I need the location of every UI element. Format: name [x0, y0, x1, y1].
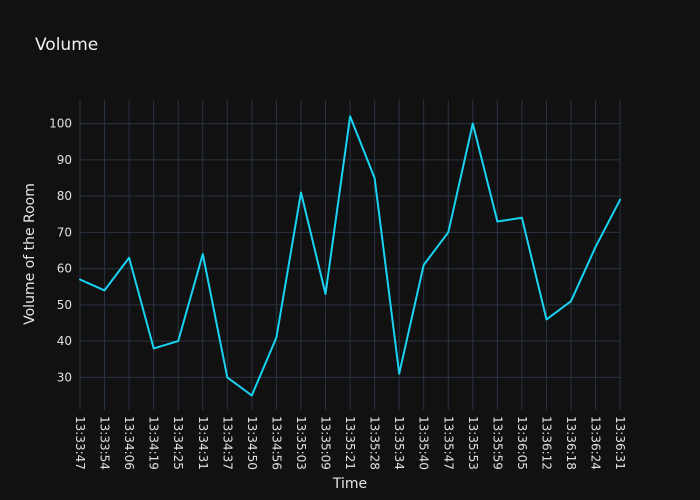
x-tick-label: 13:35:34: [392, 416, 406, 470]
y-tick-label: 30: [57, 370, 72, 384]
x-tick-label: 13:35:40: [417, 416, 431, 470]
x-tick-label: 13:35:53: [466, 416, 480, 470]
chart-title: Volume: [35, 35, 98, 55]
y-tick-label: 70: [57, 225, 72, 239]
x-tick-label: 13:34:19: [147, 416, 161, 470]
y-tick-label: 50: [57, 298, 72, 312]
y-tick-label: 90: [57, 153, 72, 167]
x-tick-label: 13:36:05: [515, 416, 529, 470]
y-tick-label: 100: [49, 117, 72, 131]
y-tick-label: 60: [57, 262, 72, 276]
x-tick-label: 13:36:24: [589, 416, 603, 470]
x-tick-label: 13:35:09: [319, 416, 333, 470]
x-tick-label: 13:36:31: [613, 416, 627, 470]
x-tick-label: 13:35:59: [490, 416, 504, 470]
x-tick-label: 13:35:28: [368, 416, 382, 470]
x-tick-label: 13:34:56: [269, 416, 283, 470]
y-axis-title: Volume of the Room: [22, 183, 38, 325]
x-tick-label: 13:35:03: [294, 416, 308, 470]
y-tick-label: 80: [57, 189, 72, 203]
x-tick-label: 13:34:25: [171, 416, 185, 470]
x-axis-ticks: 13:33:47 13:33:54 13:34:06 13:34:19 13:34:25…: [73, 416, 627, 470]
x-tick-label: 13:36:12: [539, 416, 553, 470]
x-tick-label: 13:35:21: [343, 416, 357, 470]
x-tick-label: 13:33:47: [73, 416, 87, 470]
y-tick-label: 40: [57, 334, 72, 348]
x-tick-label: 13:35:47: [441, 416, 455, 470]
x-tick-label: 13:34:37: [220, 416, 234, 470]
series-layer: [79, 115, 622, 397]
x-tick-label: 13:34:06: [122, 416, 136, 470]
x-tick-label: 13:33:54: [98, 416, 112, 470]
x-tick-label: 13:36:18: [564, 416, 578, 470]
x-tick-label: 13:34:50: [245, 416, 259, 470]
x-tick-label: 13:34:31: [196, 416, 210, 470]
x-gridlines: [79, 100, 621, 410]
x-axis-title: Time: [332, 476, 367, 492]
y-axis-ticks: 30 40 50 60 70 80 90 100: [49, 117, 72, 385]
